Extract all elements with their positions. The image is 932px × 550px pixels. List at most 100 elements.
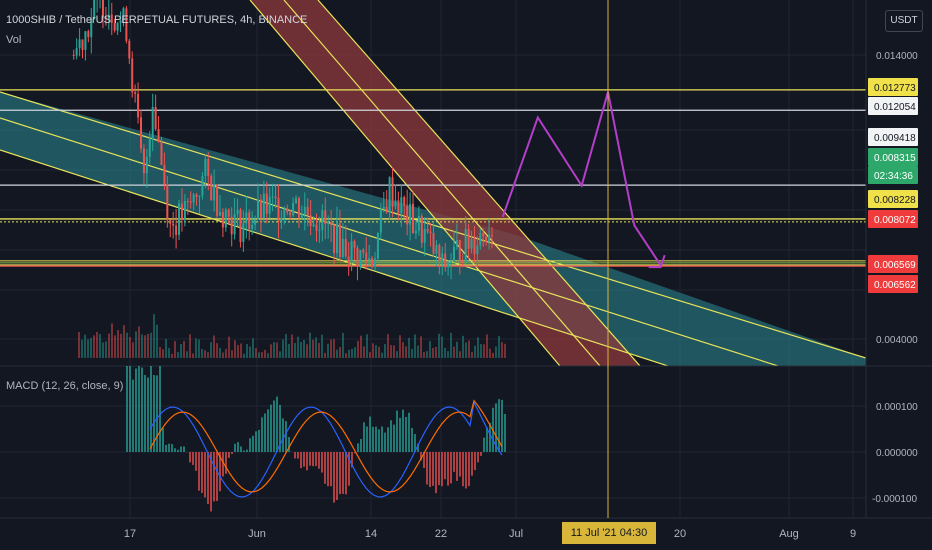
macd-histogram-bar <box>207 452 209 505</box>
macd-histogram-bar <box>318 452 320 469</box>
macd-histogram-bar <box>330 452 332 487</box>
candle-body <box>163 164 166 185</box>
candle-body <box>488 235 491 242</box>
steep-channel <box>250 0 640 366</box>
volume-bar <box>477 337 479 358</box>
price-label-text: 02:34:36 <box>874 171 913 182</box>
macd-histogram-bar <box>135 368 137 452</box>
volume-bar <box>450 332 452 358</box>
currency-button[interactable]: USDT <box>885 10 923 32</box>
candle-body <box>324 210 327 224</box>
volume-bar <box>306 344 308 358</box>
macd-histogram-bar <box>219 452 221 492</box>
macd-histogram-bar <box>387 427 389 452</box>
volume-bar <box>183 341 185 358</box>
volume-bar <box>171 353 173 358</box>
macd-histogram-bar <box>339 452 341 495</box>
volume-bar <box>297 336 299 358</box>
volume-bar <box>372 343 374 358</box>
macd-histogram-bar <box>258 429 260 452</box>
macd-histogram-bar <box>261 417 263 452</box>
candle-body <box>236 209 239 215</box>
volume-bar <box>426 351 428 358</box>
candle-body <box>491 235 493 237</box>
volume-bar <box>108 333 110 358</box>
macd-histogram-bar <box>225 452 227 474</box>
macd-histogram-bar <box>264 413 266 452</box>
volume-bar <box>132 342 134 358</box>
macd-histogram-bar <box>480 452 482 456</box>
candle-body <box>356 247 359 267</box>
volume-bar <box>390 345 392 358</box>
candle-body <box>180 203 183 220</box>
steep-trendline <box>283 0 601 366</box>
volume-bar <box>288 343 290 358</box>
macd-histogram-bar <box>213 452 215 502</box>
volume-bar <box>378 346 380 358</box>
price-label-box <box>868 97 918 115</box>
macd-histogram-bar <box>381 426 383 452</box>
candle-body <box>309 215 312 227</box>
macd-histogram-bar <box>444 452 446 480</box>
macd-histogram-bar <box>129 366 131 452</box>
volume-bar <box>342 332 344 358</box>
candle-body <box>227 209 230 217</box>
candle-body <box>195 194 198 197</box>
volume-bar <box>87 339 89 358</box>
volume-bar <box>144 335 146 358</box>
x-tick-label: Jul <box>509 528 523 540</box>
candle-body <box>391 177 394 207</box>
macd-histogram-bar <box>441 452 443 487</box>
candle-body <box>485 236 488 242</box>
macd-histogram-bar <box>414 434 416 452</box>
candle-body <box>303 206 306 215</box>
candle-body <box>248 212 251 229</box>
volume-bar <box>186 351 188 358</box>
candle-body <box>414 230 417 234</box>
volume-bar <box>159 346 161 358</box>
candle-body <box>166 184 169 221</box>
volume-bar <box>366 334 368 358</box>
macd-histogram-bar <box>456 452 458 481</box>
volume-bar <box>90 338 92 358</box>
macd-histogram-bar <box>462 452 464 487</box>
candle-body <box>312 224 315 227</box>
volume-bar <box>492 352 494 358</box>
volume-bar <box>324 352 326 358</box>
volume-bar <box>285 334 287 358</box>
candle-body <box>306 206 309 216</box>
volume-bar <box>123 325 125 358</box>
candle-body <box>84 31 87 50</box>
candle-body <box>417 215 420 231</box>
macd-histogram-bar <box>390 420 392 452</box>
macd-histogram-bar <box>156 375 158 452</box>
candle-body <box>362 249 365 253</box>
candle-body <box>242 223 245 242</box>
macd-histogram-bar <box>453 452 455 472</box>
macd-histogram-bar <box>267 409 269 452</box>
candle-body <box>90 19 93 38</box>
macd-histogram-bar <box>393 424 395 452</box>
volume-bar <box>348 349 350 358</box>
volume-bar <box>219 347 221 358</box>
candle-body <box>464 228 467 263</box>
macd-histogram-bar <box>489 422 491 452</box>
candle-body <box>482 232 485 237</box>
channel-trendline <box>0 149 671 366</box>
candle-body <box>315 224 318 231</box>
price-label-box <box>868 78 918 96</box>
volume-bar <box>501 342 503 358</box>
candle-body <box>230 216 233 235</box>
candle-body <box>233 214 236 235</box>
candle-body <box>119 20 122 24</box>
volume-bar <box>387 334 389 358</box>
candle-body <box>122 8 125 21</box>
volume-bar <box>246 344 248 358</box>
macd-label: MACD (12, 26, close, 9) <box>6 380 124 392</box>
candle-body <box>101 0 104 18</box>
volume-bar <box>489 348 491 358</box>
price-label-box <box>868 255 918 273</box>
candle-body <box>341 238 344 258</box>
candle-body <box>213 184 216 201</box>
macd-histogram-bar <box>240 446 242 452</box>
